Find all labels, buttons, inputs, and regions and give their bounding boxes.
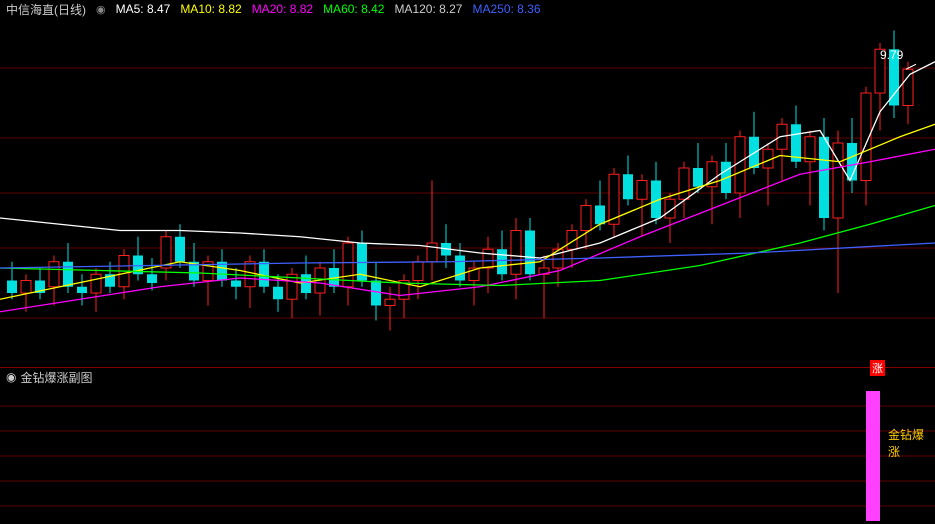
stock-title: 中信海直(日线)	[6, 1, 86, 18]
sub-indicator-chart[interactable]: 金钻爆涨	[0, 386, 935, 521]
last-price-label: 9.79	[880, 48, 903, 62]
ma20-label: MA20: 8.82	[252, 2, 313, 16]
rise-badge: 涨	[870, 360, 885, 376]
indicator-label: 金钻爆涨	[888, 426, 935, 460]
chart-header: 中信海直(日线) ◉ MA5: 8.47 MA10: 8.82 MA20: 8.…	[0, 0, 935, 18]
gear-icon[interactable]: ◉	[96, 3, 106, 16]
ma10-label: MA10: 8.82	[180, 2, 241, 16]
ma250-label: MA250: 8.36	[472, 2, 540, 16]
ma5-label: MA5: 8.47	[116, 2, 171, 16]
ma120-label: MA120: 8.27	[394, 2, 462, 16]
main-candlestick-chart[interactable]: 9.79 涨	[0, 18, 935, 368]
sub-chart-title: 金钻爆涨副图	[20, 369, 92, 386]
sub-chart-header: ◉ 金钻爆涨副图	[0, 368, 935, 386]
ma60-label: MA60: 8.42	[323, 2, 384, 16]
gear-icon[interactable]: ◉	[6, 370, 16, 384]
